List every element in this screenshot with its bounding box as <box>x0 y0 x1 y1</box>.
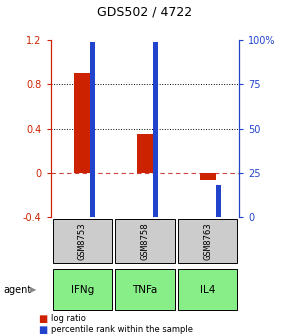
Bar <box>115 219 175 263</box>
Bar <box>115 269 175 310</box>
Text: ▶: ▶ <box>30 285 37 294</box>
Text: TNFa: TNFa <box>132 285 158 295</box>
Text: percentile rank within the sample: percentile rank within the sample <box>51 325 193 334</box>
Bar <box>137 134 153 173</box>
Bar <box>200 173 216 180</box>
Text: IL4: IL4 <box>200 285 215 295</box>
Bar <box>216 185 221 217</box>
Bar <box>178 269 237 310</box>
Bar <box>53 219 112 263</box>
Text: ■: ■ <box>38 325 47 335</box>
Text: IFNg: IFNg <box>70 285 94 295</box>
Text: GSM8758: GSM8758 <box>140 222 150 260</box>
Text: GDS502 / 4722: GDS502 / 4722 <box>97 5 193 18</box>
Bar <box>53 269 112 310</box>
Text: GSM8763: GSM8763 <box>203 222 212 260</box>
Bar <box>74 73 90 173</box>
Text: log ratio: log ratio <box>51 314 86 323</box>
Bar <box>153 42 158 217</box>
Bar <box>90 42 95 217</box>
Text: agent: agent <box>3 285 31 295</box>
Bar <box>178 219 237 263</box>
Text: ■: ■ <box>38 313 47 324</box>
Text: GSM8753: GSM8753 <box>78 222 87 260</box>
